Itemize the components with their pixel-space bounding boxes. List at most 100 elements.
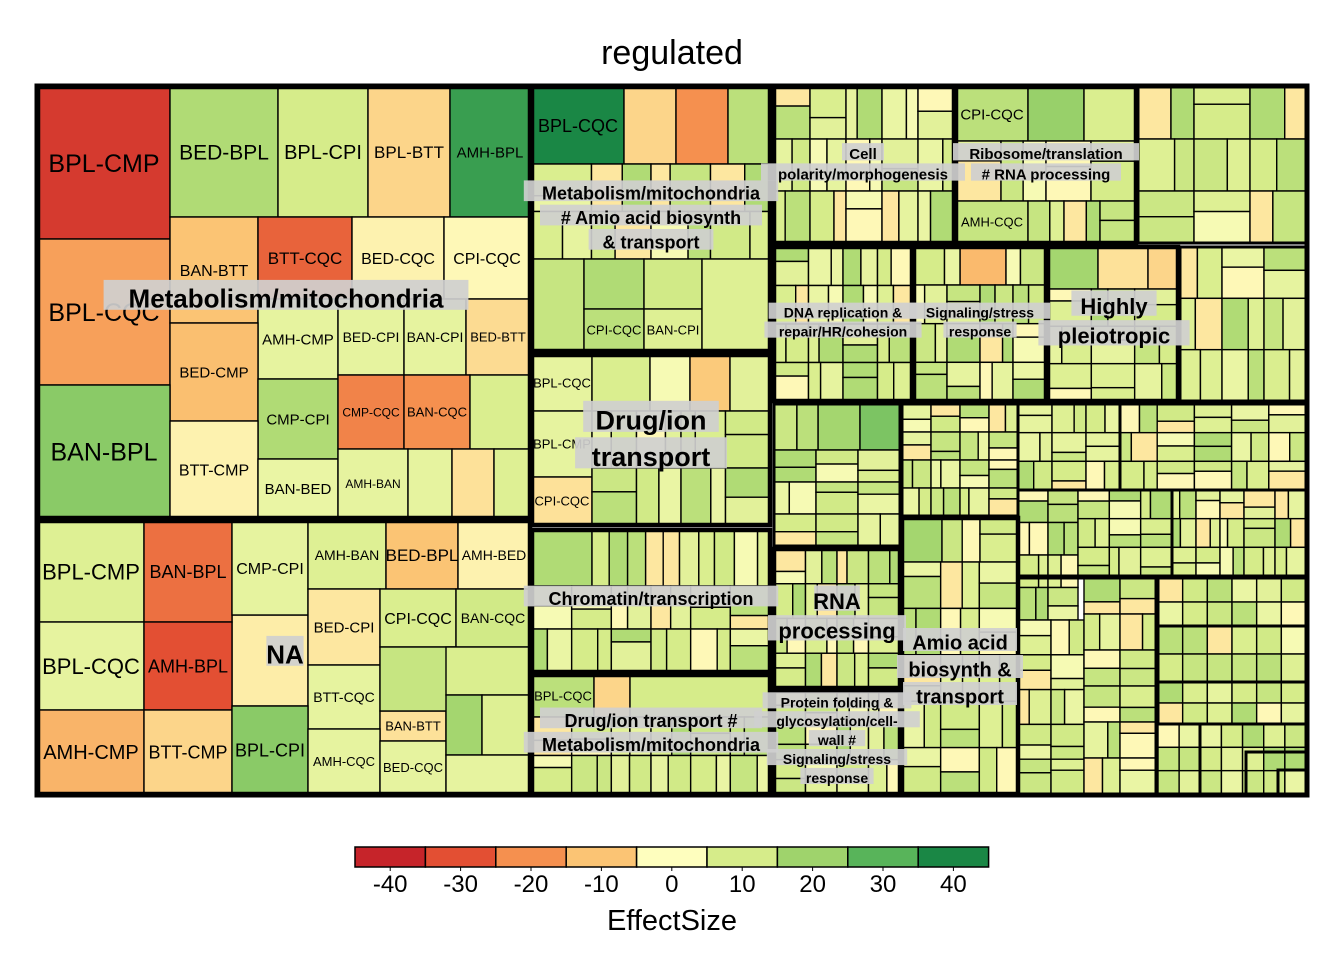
treemap-cell <box>1138 403 1158 434</box>
treemap-cell <box>1220 723 1244 749</box>
cell-metab-14 <box>169 322 259 422</box>
cell-na-7 <box>143 621 233 711</box>
treemap-cell <box>1147 246 1179 290</box>
treemap-cell <box>860 246 879 287</box>
treemap-cell <box>941 517 963 563</box>
treemap-cell <box>1085 445 1121 463</box>
cell-label-na-11: BTT-CQC <box>313 689 374 705</box>
treemap-cell <box>857 481 901 495</box>
treemap-cell <box>773 403 798 451</box>
treemap-cell <box>867 667 901 689</box>
treemap-cell <box>1119 649 1157 670</box>
treemap-cell <box>1181 577 1209 603</box>
group-label-text: glycosylation/cell- <box>776 713 898 729</box>
treemap-cell <box>961 517 981 563</box>
group-label-bg <box>523 731 779 753</box>
group-label-text: Cell <box>849 146 877 163</box>
treemap-cell <box>1274 517 1292 549</box>
treemap-cell <box>531 766 573 795</box>
treemap-cell <box>821 548 838 585</box>
treemap-cell <box>1119 597 1157 615</box>
treemap-cell <box>1268 460 1307 472</box>
treemap-cell <box>1247 348 1265 402</box>
group-label-rna: RNA processing <box>768 585 906 644</box>
treemap-cell <box>939 700 981 731</box>
cell-na-3 <box>307 520 387 590</box>
treemap-cell <box>901 418 932 433</box>
colorbar-tick-label: -30 <box>443 871 478 898</box>
treemap-cell <box>1231 625 1258 655</box>
treemap-cell <box>531 754 573 769</box>
treemap-cell <box>773 652 807 669</box>
treemap-cell <box>1221 297 1249 351</box>
treemap-cell <box>804 652 823 689</box>
colorbar-tick-label: -40 <box>373 871 408 898</box>
treemap-cell <box>1050 758 1085 771</box>
treemap-cell <box>1017 489 1049 502</box>
treemap-cell <box>1083 577 1121 603</box>
treemap-cell <box>978 582 1019 610</box>
treemap-cell <box>1027 200 1051 244</box>
treemap-cell <box>1103 460 1121 491</box>
treemap-cell <box>1028 521 1049 556</box>
treemap-cell <box>1181 625 1209 655</box>
treemap-cell <box>1137 138 1176 192</box>
cell-label-metab-12: BAN-CPI <box>407 329 464 345</box>
group-label-text: DNA replication & <box>784 305 903 321</box>
treemap-cell <box>1119 732 1157 759</box>
cell-label-metab-2: BPL-CPI <box>284 142 362 164</box>
treemap-cell <box>1077 546 1111 567</box>
treemap-cell <box>1119 757 1157 771</box>
treemap-cell <box>867 583 901 599</box>
treemap-cell <box>1099 200 1137 222</box>
group-label-text: wall # <box>817 732 856 748</box>
treemap-cell <box>481 694 531 756</box>
group-label-text: RNA <box>813 589 861 614</box>
treemap-cell <box>857 493 901 515</box>
treemap-cell <box>1199 723 1223 749</box>
treemap-cell <box>1262 546 1276 577</box>
cell-na-5 <box>457 520 531 590</box>
treemap-frame <box>34 83 1310 798</box>
treemap-cell <box>820 652 838 689</box>
treemap-cell <box>650 754 669 795</box>
treemap-cell <box>716 628 732 673</box>
treemap-cell <box>1178 489 1197 520</box>
group-label-text: Chromatin/transcription <box>548 589 753 609</box>
treemap-cell <box>1050 677 1085 691</box>
cell-label-amio-0: BPL-CQC <box>538 116 618 136</box>
cell-label-ribo-1: AMH-CQC <box>961 215 1023 230</box>
treemap-cell <box>1195 499 1221 520</box>
treemap-cell <box>845 190 883 210</box>
treemap-cell <box>940 459 961 489</box>
cell-metab-19 <box>169 420 259 519</box>
treemap-cell <box>729 354 771 412</box>
cell-label-metab-3: BPL-BTT <box>374 143 444 162</box>
treemap-cell <box>1012 361 1047 380</box>
treemap-cell <box>988 487 1019 500</box>
treemap-cell <box>792 583 807 620</box>
treemap-cell <box>1099 219 1137 244</box>
treemap-cell <box>943 246 961 286</box>
treemap-cell <box>988 459 1019 471</box>
cell-label-metab-18: BAN-BPL <box>51 439 158 467</box>
treemap-cell <box>1083 685 1121 708</box>
treemap-cell <box>1255 601 1283 627</box>
treemap-cell <box>469 374 531 450</box>
group-label-ribosome: Ribosome/translation # RNA processing <box>953 143 1139 183</box>
treemap-cell <box>650 628 668 673</box>
cell-label-na-8: BED-CPI <box>314 619 375 636</box>
group-label-bg <box>583 400 719 432</box>
treemap-cell <box>667 754 692 795</box>
cell-label-na-17: BED-CQC <box>383 760 443 775</box>
treemap-cell <box>946 361 981 388</box>
treemap-cell <box>846 548 870 585</box>
treemap-cell <box>689 606 732 630</box>
treemap-cell <box>1017 500 1049 524</box>
cell-label-na-15: BPL-CPI <box>235 740 305 760</box>
group-label-metab-amio: Metabolism/mitochondria # Amio acid biosy… <box>523 180 779 252</box>
treemap-cell <box>842 344 879 364</box>
treemap-cell <box>1073 403 1087 434</box>
treemap-cell <box>546 628 573 673</box>
treemap-cell <box>913 373 948 402</box>
